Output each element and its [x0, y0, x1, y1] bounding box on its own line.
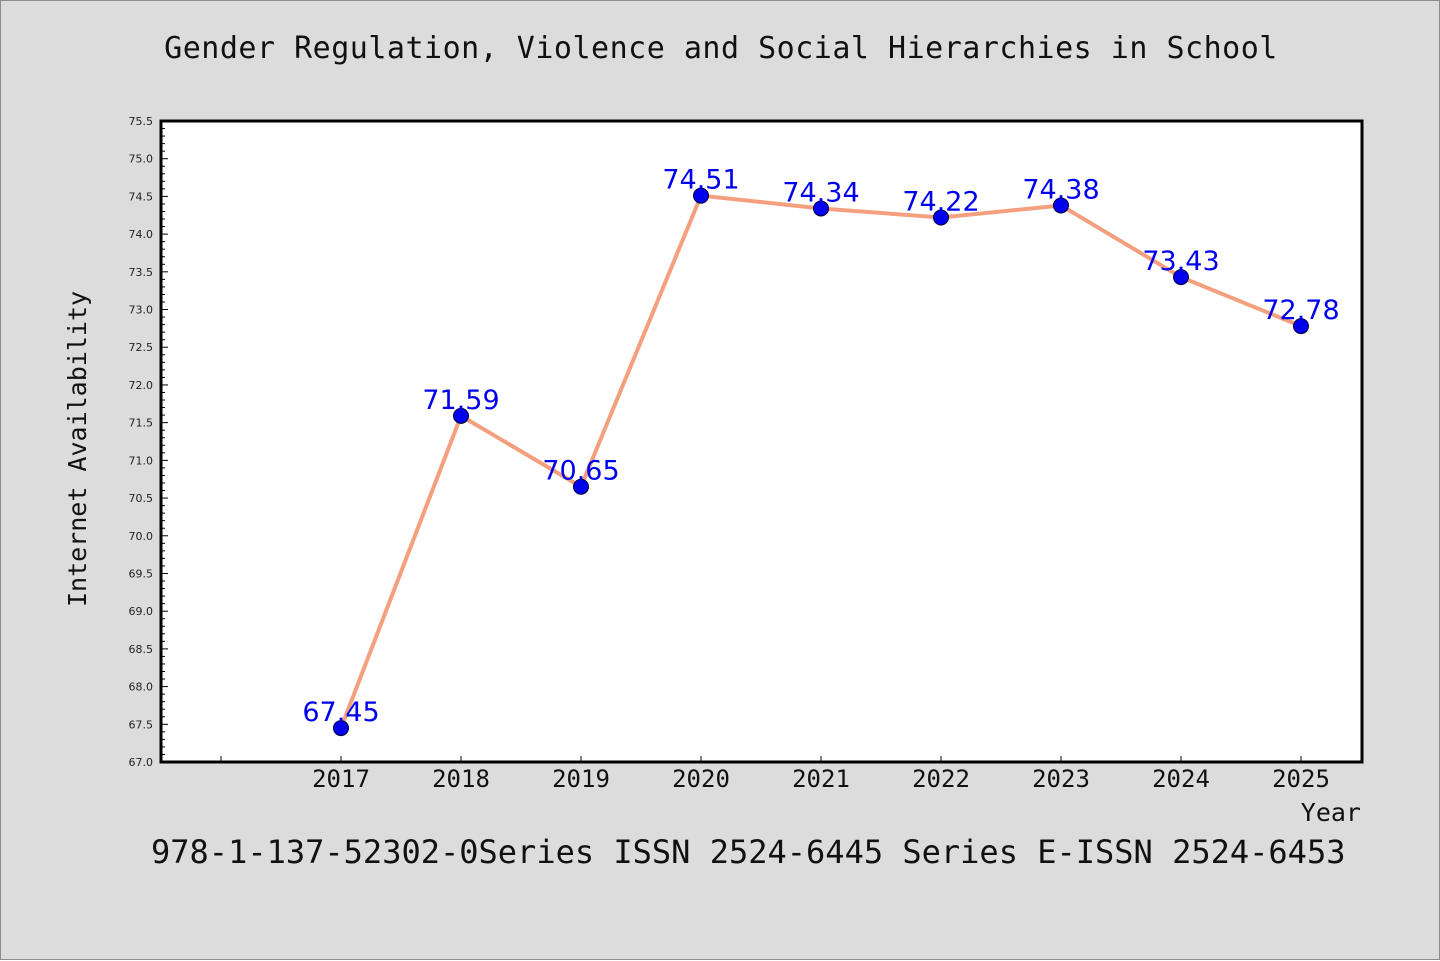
data-label: 67.45 [302, 697, 379, 728]
x-tick-label: 2018 [432, 765, 490, 793]
data-point [933, 209, 949, 226]
data-label: 74.34 [782, 177, 859, 208]
y-tick-label: 68.5 [129, 643, 154, 656]
data-point [1173, 269, 1189, 286]
x-tick-label: 2019 [552, 765, 610, 793]
y-tick-label: 74.0 [129, 228, 154, 241]
y-axis-ticks: 67.0 67.5 68.0 68.5 69.0 69.5 70.0 70.5 71.0 71.5… [129, 115, 168, 769]
plot-area [159, 119, 1364, 764]
data-point [813, 200, 829, 217]
y-tick-label: 67.5 [129, 718, 154, 731]
y-tick-label: 73.0 [129, 304, 154, 317]
data-label: 74.51 [662, 165, 739, 196]
y-tick-label: 71.0 [129, 454, 154, 467]
data-label: 72.78 [1262, 295, 1339, 326]
y-tick-label: 67.0 [129, 756, 154, 769]
series-layer [333, 187, 1309, 737]
y-tick-label: 70.0 [129, 530, 154, 543]
y-tick-label: 75.0 [129, 153, 154, 166]
x-tick-label: 2022 [912, 765, 970, 793]
y-axis-label: Internet Availability [63, 291, 92, 607]
x-tick-label: 2020 [672, 765, 730, 793]
data-point [453, 407, 469, 424]
y-tick-label: 75.5 [129, 115, 154, 128]
data-label: 71.59 [422, 385, 499, 416]
y-tick-label: 70.5 [129, 492, 154, 505]
data-label: 73.43 [1142, 246, 1219, 277]
y-tick-label: 72.0 [129, 379, 154, 392]
y-tick-label: 68.0 [129, 681, 154, 694]
x-tick-label: 2023 [1032, 765, 1090, 793]
data-point [1293, 318, 1309, 335]
x-tick-label: 2017 [312, 765, 370, 793]
y-tick-label: 73.5 [129, 266, 154, 279]
y-tick-label: 72.5 [129, 341, 154, 354]
data-label: 74.22 [902, 187, 979, 218]
data-point [573, 478, 589, 495]
y-tick-label: 69.5 [129, 567, 154, 580]
x-axis-label: Year [1301, 798, 1361, 827]
y-tick-label: 74.5 [129, 190, 154, 203]
data-point [333, 720, 349, 737]
y-tick-label: 71.5 [129, 417, 154, 430]
data-point [1053, 197, 1069, 214]
x-tick-label: 2024 [1152, 765, 1210, 793]
data-label: 74.38 [1022, 174, 1099, 205]
x-tick-label: 2021 [792, 765, 850, 793]
y-tick-label: 69.0 [129, 605, 154, 618]
x-axis-ticks: 2017 2018 2019 2020 2021 2022 2023 2024 2025 [220, 756, 1330, 793]
data-label-layer: 67.45 71.59 70.65 74.51 74.34 74.22 74.38 73.43… [302, 165, 1339, 728]
footer-isbn-text: 978-1-137-52302-0Series ISSN 2524-6445 S… [151, 833, 1346, 871]
x-tick-label: 2025 [1272, 765, 1330, 793]
chart-title: Gender Regulation, Violence and Social H… [164, 31, 1278, 66]
data-point [693, 187, 709, 204]
data-label: 70.65 [542, 456, 619, 487]
